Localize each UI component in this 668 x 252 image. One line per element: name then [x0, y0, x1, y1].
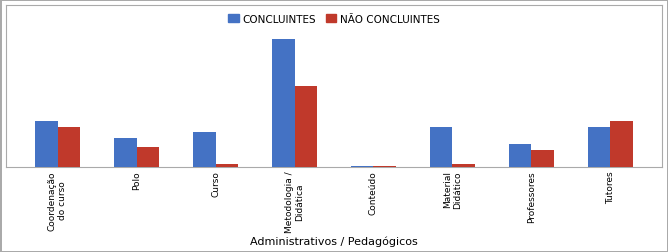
X-axis label: Administrativos / Pedagógicos: Administrativos / Pedagógicos [250, 236, 418, 246]
Bar [452, 165, 474, 168]
Bar [35, 121, 57, 168]
Bar [136, 147, 158, 168]
Bar [273, 40, 295, 168]
Bar [510, 145, 532, 168]
Bar [194, 133, 216, 168]
Bar [351, 167, 373, 168]
Bar [216, 165, 238, 168]
Legend: CONCLUINTES, NÃO CONCLUINTES: CONCLUINTES, NÃO CONCLUINTES [224, 11, 444, 29]
Bar [373, 167, 395, 168]
Bar [430, 127, 452, 168]
Bar [114, 139, 136, 168]
Bar [295, 87, 317, 168]
Bar [611, 121, 633, 168]
Bar [532, 150, 554, 168]
Bar [589, 127, 611, 168]
Bar [57, 127, 79, 168]
